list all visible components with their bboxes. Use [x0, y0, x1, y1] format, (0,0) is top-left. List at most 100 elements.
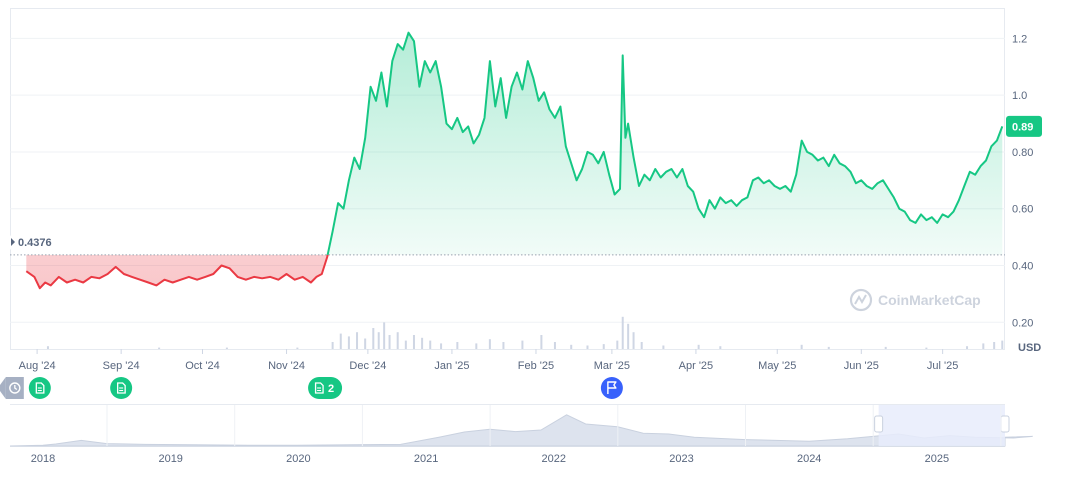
volume-bar [475, 343, 478, 349]
volume-bar [502, 342, 505, 349]
volume-bar [388, 335, 391, 349]
volume-bar [586, 345, 589, 349]
volume-bars [46, 316, 1004, 349]
area-fill-up [26, 32, 1003, 255]
navigator-year-label: 2025 [925, 453, 949, 465]
volume-bar [404, 340, 407, 349]
volume-bar [697, 344, 700, 349]
volume-bar [993, 342, 996, 349]
volume-bar [719, 346, 722, 349]
flag-event-marker[interactable] [600, 377, 623, 399]
y-tick-label: 1.2 [1012, 33, 1027, 45]
event-count-label: 2 [328, 383, 334, 395]
x-tick-label: Feb '25 [518, 360, 554, 372]
y-tick-label: 0.40 [1012, 261, 1033, 273]
volume-bar [440, 343, 443, 349]
volume-bar [662, 345, 665, 349]
document-event-marker[interactable]: 2 [308, 377, 343, 399]
volume-bar [632, 332, 635, 349]
document-event-marker[interactable] [110, 377, 133, 399]
volume-bar [377, 332, 380, 349]
navigator-year-label: 2020 [286, 453, 310, 465]
history-icon [9, 382, 21, 394]
navigator-year-label: 2023 [669, 453, 693, 465]
watermark-text: CoinMarketCap [878, 292, 981, 308]
y-axis: 0.20 0.40 0.60 0.80 1.0 1.2 [1012, 33, 1033, 329]
x-tick-label: Aug '24 [19, 360, 56, 372]
event-markers: 2 [0, 377, 623, 399]
x-tick-label: Jul '25 [927, 360, 958, 372]
volume-bar [296, 347, 299, 349]
y-tick-label: 1.0 [1012, 90, 1027, 102]
last-price-label: 0.89 [1012, 121, 1033, 133]
x-tick-label: Oct '24 [185, 360, 220, 372]
navigator-year-label: 2019 [158, 453, 182, 465]
baseline-tag[interactable]: 0.4376 [10, 235, 60, 250]
volume-bar [553, 342, 556, 349]
volume-bar [521, 340, 524, 349]
x-tick-label: Sep '24 [103, 360, 140, 372]
y-tick-label: 0.80 [1012, 147, 1033, 159]
volume-bar [429, 340, 432, 349]
volume-bar [925, 347, 928, 349]
volume-bar [225, 347, 228, 349]
x-tick-label: Dec '24 [349, 360, 386, 372]
volume-bar [884, 346, 887, 349]
price-line-group [25, 31, 1004, 290]
navigator-year-label: 2022 [542, 453, 566, 465]
flag-icon [607, 381, 617, 394]
volume-bar [347, 336, 350, 349]
area-fill-down [26, 254, 328, 289]
x-tick-label: Mar '25 [594, 360, 630, 372]
baseline-value-label: 0.4376 [18, 237, 52, 249]
x-tick-label: Jun '25 [844, 360, 879, 372]
volume-bar [421, 337, 424, 349]
history-event-marker[interactable] [0, 377, 24, 399]
watermark: CoinMarketCap [849, 288, 981, 312]
navigator[interactable]: 2018 2019 2020 2021 2022 2023 2024 2025 [9, 404, 1033, 466]
volume-bar [1001, 340, 1004, 349]
navigator-years: 2018 2019 2020 2021 2022 2023 2024 2025 [31, 405, 1002, 465]
currency-label: USD [1018, 342, 1041, 354]
volume-bar [331, 342, 334, 349]
last-price-badge: 0.89 [1006, 115, 1042, 137]
price-area [26, 32, 1003, 289]
document-icon [35, 382, 45, 394]
document-icon [314, 382, 324, 394]
volume-bar [456, 342, 459, 349]
volume-bar [966, 346, 969, 349]
y-tick-label: 0.20 [1012, 317, 1033, 329]
document-event-marker[interactable] [28, 377, 51, 399]
navigator-year-label: 2024 [797, 453, 821, 465]
volume-bar [356, 332, 359, 349]
volume-bar [602, 344, 605, 349]
x-tick-label: Nov '24 [268, 360, 305, 372]
y-tick-label: 0.60 [1012, 204, 1033, 216]
plot-area-border [10, 8, 1005, 350]
navigator-handle-left[interactable] [874, 415, 884, 433]
volume-bar [827, 346, 830, 349]
volume-bar [627, 323, 630, 349]
navigator-window[interactable] [878, 405, 1005, 446]
volume-bar [640, 342, 643, 349]
navigator-handle-right[interactable] [1000, 415, 1010, 433]
volume-bar [158, 347, 161, 349]
volume-bar [800, 344, 803, 349]
x-tick-label: Apr '25 [679, 360, 714, 372]
volume-bar [364, 338, 367, 349]
x-axis: Aug '24 Sep '24 Oct '24 Nov '24 Dec '24 Jan '… [19, 349, 958, 372]
volume-bar [372, 328, 375, 349]
volume-bar [488, 339, 491, 349]
price-line-down [25, 254, 329, 290]
volume-bar [982, 343, 985, 349]
volume-bar [46, 346, 49, 349]
coinmarketcap-logo-icon [849, 288, 873, 312]
x-tick-label: May '25 [758, 360, 796, 372]
price-line-up [326, 31, 1004, 255]
volume-bar [396, 332, 399, 349]
volume-bar [570, 344, 573, 349]
volume-bar [540, 335, 543, 349]
navigator-year-label: 2021 [414, 453, 438, 465]
x-tick-label: Jan '25 [434, 360, 469, 372]
